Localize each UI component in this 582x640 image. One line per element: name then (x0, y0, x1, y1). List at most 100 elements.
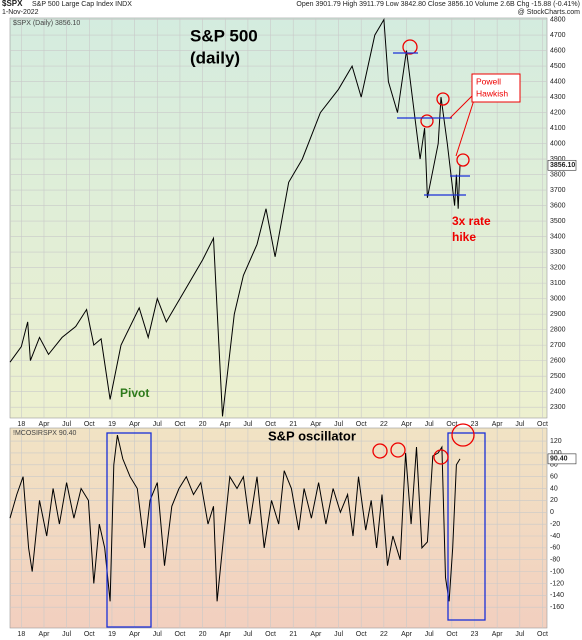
y-tick-label: 3600 (550, 202, 566, 209)
last-value-label: 3856.10 (550, 162, 575, 169)
x-tick-label: Oct (265, 631, 276, 638)
pointer (455, 99, 475, 157)
y-tick-label: 3900 (550, 156, 566, 163)
price-panel (9, 17, 548, 419)
last-value-box (547, 453, 577, 465)
x-tick-label: Oct (446, 631, 457, 638)
box (106, 432, 152, 628)
y-tick-label: 4600 (550, 47, 566, 54)
x-tick-label: Apr (129, 421, 141, 428)
y-tick-label: -140 (550, 592, 564, 599)
x-tick-label: Oct (265, 421, 276, 428)
x-tick-label: Apr (220, 631, 232, 638)
plot-layer: 18 Apr Jul Oct 19 Apr Jul Oct 20 Apr Jul Oct 21 Apr Ju… (9, 16, 577, 638)
y-tick-label: 2800 (550, 326, 566, 333)
series-line (9, 434, 461, 602)
x-tick-label: Oct (84, 421, 95, 428)
y-tick-label: 100 (550, 450, 562, 457)
last-value-box (547, 159, 577, 171)
x-tick-label: Apr (310, 421, 322, 428)
circle (372, 443, 388, 459)
y-tick-label: 4200 (550, 109, 566, 116)
y-tick-label: 3400 (550, 233, 566, 240)
legend: $SPX (Daily) 3856.10 (13, 20, 80, 27)
x-tick-label: Apr (401, 631, 413, 638)
annotation: S&P oscillator (268, 428, 356, 443)
date: 1-Nov-2022 (2, 9, 39, 16)
x-tick-label: 23 (471, 631, 479, 638)
x-tick-label: 23 (471, 421, 479, 428)
x-tick-label: 21 (289, 631, 297, 638)
annotation: 3x rate (452, 214, 491, 228)
x-tick-label: Apr (129, 631, 141, 638)
x-tick-label: 20 (199, 631, 207, 638)
name: S&P 500 Large Cap Index INDX (32, 1, 132, 8)
x-tick-label: 18 (17, 421, 25, 428)
circle (390, 442, 406, 458)
circle (402, 39, 418, 55)
annotation: Pivot (120, 386, 149, 400)
series-line (9, 17, 461, 417)
y-tick-label: 120 (550, 438, 562, 445)
y-tick-label: 20 (550, 497, 558, 504)
y-tick-label: 4800 (550, 16, 566, 23)
y-tick-label: 4300 (550, 94, 566, 101)
annotation: Hawkish (476, 88, 508, 98)
x-tick-label: Jul (334, 631, 343, 638)
pointer (449, 95, 473, 119)
circle (433, 449, 449, 465)
x-tick-label: Jul (243, 421, 252, 428)
symbol: $SPX (2, 0, 23, 8)
annotation: Powell (476, 76, 501, 86)
y-tick-label: 3100 (550, 280, 566, 287)
x-tick-label: Jul (62, 631, 71, 638)
y-tick-label: 3300 (550, 249, 566, 256)
y-tick-label: 0 (550, 509, 554, 516)
x-tick-label: Jul (515, 421, 524, 428)
x-tick-label: Apr (39, 421, 51, 428)
oscillator-panel (9, 427, 548, 629)
y-tick-label: 2900 (550, 311, 566, 318)
x-tick-label: Jul (243, 631, 252, 638)
annotation: hike (452, 230, 476, 244)
x-tick-label: Oct (174, 421, 185, 428)
x-tick-label: 22 (380, 631, 388, 638)
y-tick-label: -120 (550, 580, 564, 587)
y-tick-label: 2600 (550, 357, 566, 364)
x-tick-label: 19 (108, 631, 116, 638)
x-tick-label: Apr (220, 421, 232, 428)
y-tick-label: 3800 (550, 171, 566, 178)
y-tick-label: -60 (550, 545, 560, 552)
x-tick-label: Apr (39, 631, 51, 638)
y-tick-label: -160 (550, 604, 564, 611)
y-tick-label: 4100 (550, 125, 566, 132)
x-tick-label: Oct (356, 631, 367, 638)
y-tick-label: 4000 (550, 140, 566, 147)
y-tick-label: 80 (550, 462, 558, 469)
x-tick-label: Apr (401, 421, 413, 428)
x-tick-label: Jul (515, 631, 524, 638)
x-tick-label: 19 (108, 421, 116, 428)
x-tick-label: 21 (289, 421, 297, 428)
circle (436, 92, 450, 106)
y-tick-label: 3000 (550, 295, 566, 302)
x-tick-label: Jul (62, 421, 71, 428)
y-tick-label: -100 (550, 568, 564, 575)
box (447, 432, 486, 621)
overlays (106, 39, 521, 628)
y-tick-label: 40 (550, 485, 558, 492)
x-tick-label: Oct (537, 631, 548, 638)
circle (456, 153, 470, 167)
x-tick-label: Jul (153, 631, 162, 638)
y-tick-label: 3700 (550, 187, 566, 194)
note-box (471, 73, 521, 103)
y-tick-label: 2500 (550, 373, 566, 380)
y-tick-label: 60 (550, 474, 558, 481)
x-tick-label: Jul (153, 421, 162, 428)
x-tick-label: Oct (84, 631, 95, 638)
annotation: S&P 500 (190, 26, 258, 45)
x-tick-label: Oct (174, 631, 185, 638)
y-tick-label: 2300 (550, 404, 566, 411)
